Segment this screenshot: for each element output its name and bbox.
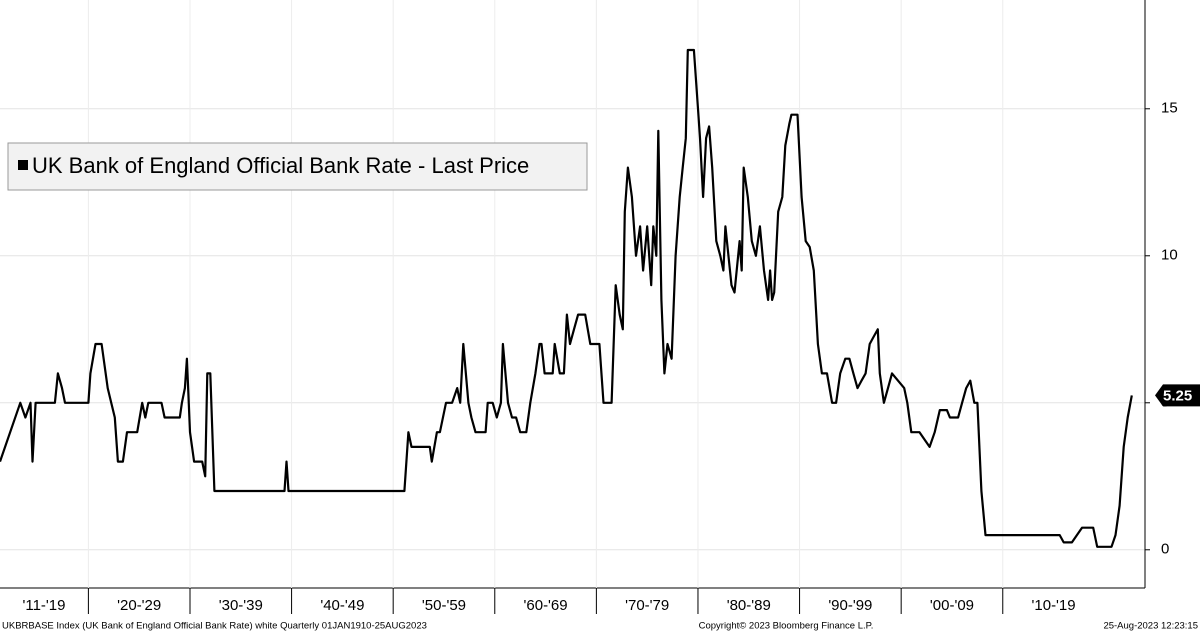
y-tick-label: 0 xyxy=(1161,541,1169,558)
series-line xyxy=(0,48,1133,548)
x-tick-label: '40-'49 xyxy=(320,597,364,614)
legend-label: UK Bank of England Official Bank Rate - … xyxy=(32,153,529,178)
footer-left: UKBRBASE Index (UK Bank of England Offic… xyxy=(2,621,427,632)
legend: UK Bank of England Official Bank Rate - … xyxy=(7,142,588,191)
x-tick-label: '90-'99 xyxy=(828,597,872,614)
x-tick-label: '11-'19 xyxy=(23,597,66,614)
legend-box xyxy=(7,142,588,191)
footer-center: Copyright© 2023 Bloomberg Finance L.P. xyxy=(699,621,874,632)
x-tick-label: '00-'09 xyxy=(930,597,974,614)
footer-right: 25-Aug-2023 12:23:15 xyxy=(1103,621,1198,632)
x-tick-label: '80-'89 xyxy=(727,597,771,614)
legend-swatch xyxy=(18,160,28,170)
x-tick-label: '50-'59 xyxy=(422,597,466,614)
y-tick-label: 15 xyxy=(1161,100,1178,117)
x-tick-label: '70-'79 xyxy=(625,597,669,614)
last-value-box xyxy=(1155,384,1200,407)
x-tick-label: '10-'19 xyxy=(1032,597,1076,614)
last-value-label: 5.25 xyxy=(1163,387,1192,404)
y-tick-label: 10 xyxy=(1161,247,1178,264)
x-tick-label: '30-'39 xyxy=(219,597,263,614)
x-tick-label: '20-'29 xyxy=(117,597,161,614)
x-tick-label: '60-'69 xyxy=(524,597,568,614)
